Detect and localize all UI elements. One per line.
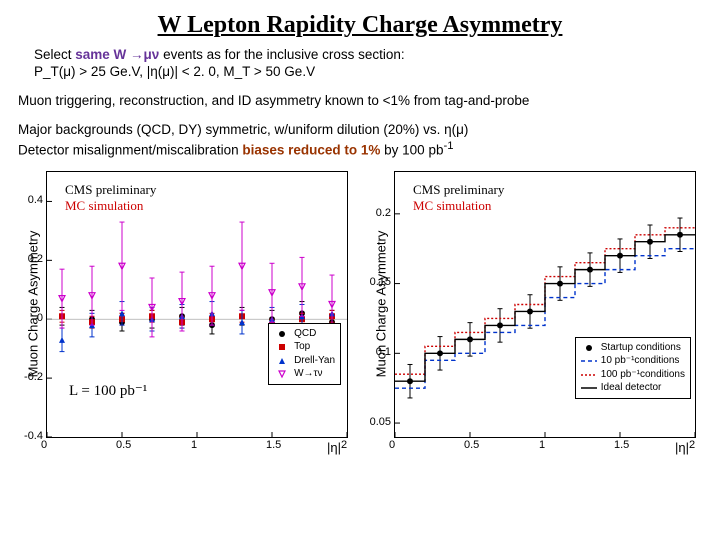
legend-item: Top <box>274 340 335 354</box>
ytick-label: 0.15 <box>370 276 391 288</box>
para-tagprobe: Muon triggering, reconstruction, and ID … <box>18 93 702 110</box>
xtick-label: 2 <box>689 439 695 451</box>
bkg-line2a: Detector misalignment/miscalibration <box>18 142 242 157</box>
ytick-label: 0.05 <box>370 416 391 428</box>
xtick-label: 1.5 <box>266 439 281 451</box>
xtick-label: 0.5 <box>464 439 479 451</box>
bkg-highlight: biases reduced to 1% <box>242 142 380 157</box>
ytick-label: 0.2 <box>376 207 391 219</box>
lumi-label: L = 100 pb⁻¹ <box>69 381 147 400</box>
para-backgrounds: Major backgrounds (QCD, DY) symmetric, w… <box>18 122 702 159</box>
legend-item: Drell-Yan <box>274 354 335 368</box>
ytick-label: -0.2 <box>24 371 43 383</box>
xtick-label: 2 <box>341 439 347 451</box>
bkg-line2b: by 100 pb <box>380 142 443 157</box>
xtick-label: 1.5 <box>614 439 629 451</box>
right-xlabel: |η| <box>675 440 689 455</box>
selection-cuts: P_T(μ) > 25 Ge.V, |η(μ)| < 2. 0, M_T > 5… <box>34 64 315 79</box>
charts-row: Muon Charge Asymmetry |η| 00.511.52-0.4-… <box>18 171 702 438</box>
legend: QCDTopDrell-YanW→τν <box>268 323 341 385</box>
sel-highlight: same W →μν <box>75 47 159 62</box>
legend-item: QCD <box>274 327 335 341</box>
xtick-label: 1 <box>191 439 197 451</box>
ytick-label: -0.4 <box>24 430 43 442</box>
legend-item: W→τν <box>274 367 335 381</box>
page-title: W Lepton Rapidity Charge Asymmetry <box>18 12 702 39</box>
bkg-line1: Major backgrounds (QCD, DY) symmetric, w… <box>18 122 468 137</box>
cms-label: CMS preliminary <box>65 182 156 198</box>
xtick-label: 1 <box>539 439 545 451</box>
legend-item: Startup conditions <box>581 341 685 355</box>
selection-text: Select same W →μν events as for the incl… <box>18 47 702 81</box>
ytick-label: 0.2 <box>28 253 43 265</box>
legend-item: 10 pb⁻¹conditions <box>581 354 685 368</box>
right-chart: Muon Charge Asymmetry |η| 00.511.520.050… <box>394 171 696 438</box>
xtick-label: 0.5 <box>116 439 131 451</box>
bkg-exp: -1 <box>443 140 453 152</box>
xtick-label: 0 <box>389 439 395 451</box>
mc-label: MC simulation <box>65 198 143 214</box>
legend-item: Ideal detector <box>581 381 685 395</box>
left-chart: Muon Charge Asymmetry |η| 00.511.52-0.4-… <box>46 171 348 438</box>
cms-label: CMS preliminary <box>413 182 504 198</box>
sel-suffix: events as for the inclusive cross sectio… <box>159 47 404 62</box>
left-xlabel: |η| <box>327 440 341 455</box>
legend-item: 100 pb⁻¹conditions <box>581 368 685 382</box>
legend: Startup conditions10 pb⁻¹conditions100 p… <box>575 337 691 399</box>
ytick-label: 0 <box>37 312 43 324</box>
ytick-label: 0.1 <box>376 346 391 358</box>
ytick-label: 0.4 <box>28 194 43 206</box>
mc-label: MC simulation <box>413 198 491 214</box>
sel-prefix: Select <box>34 47 75 62</box>
